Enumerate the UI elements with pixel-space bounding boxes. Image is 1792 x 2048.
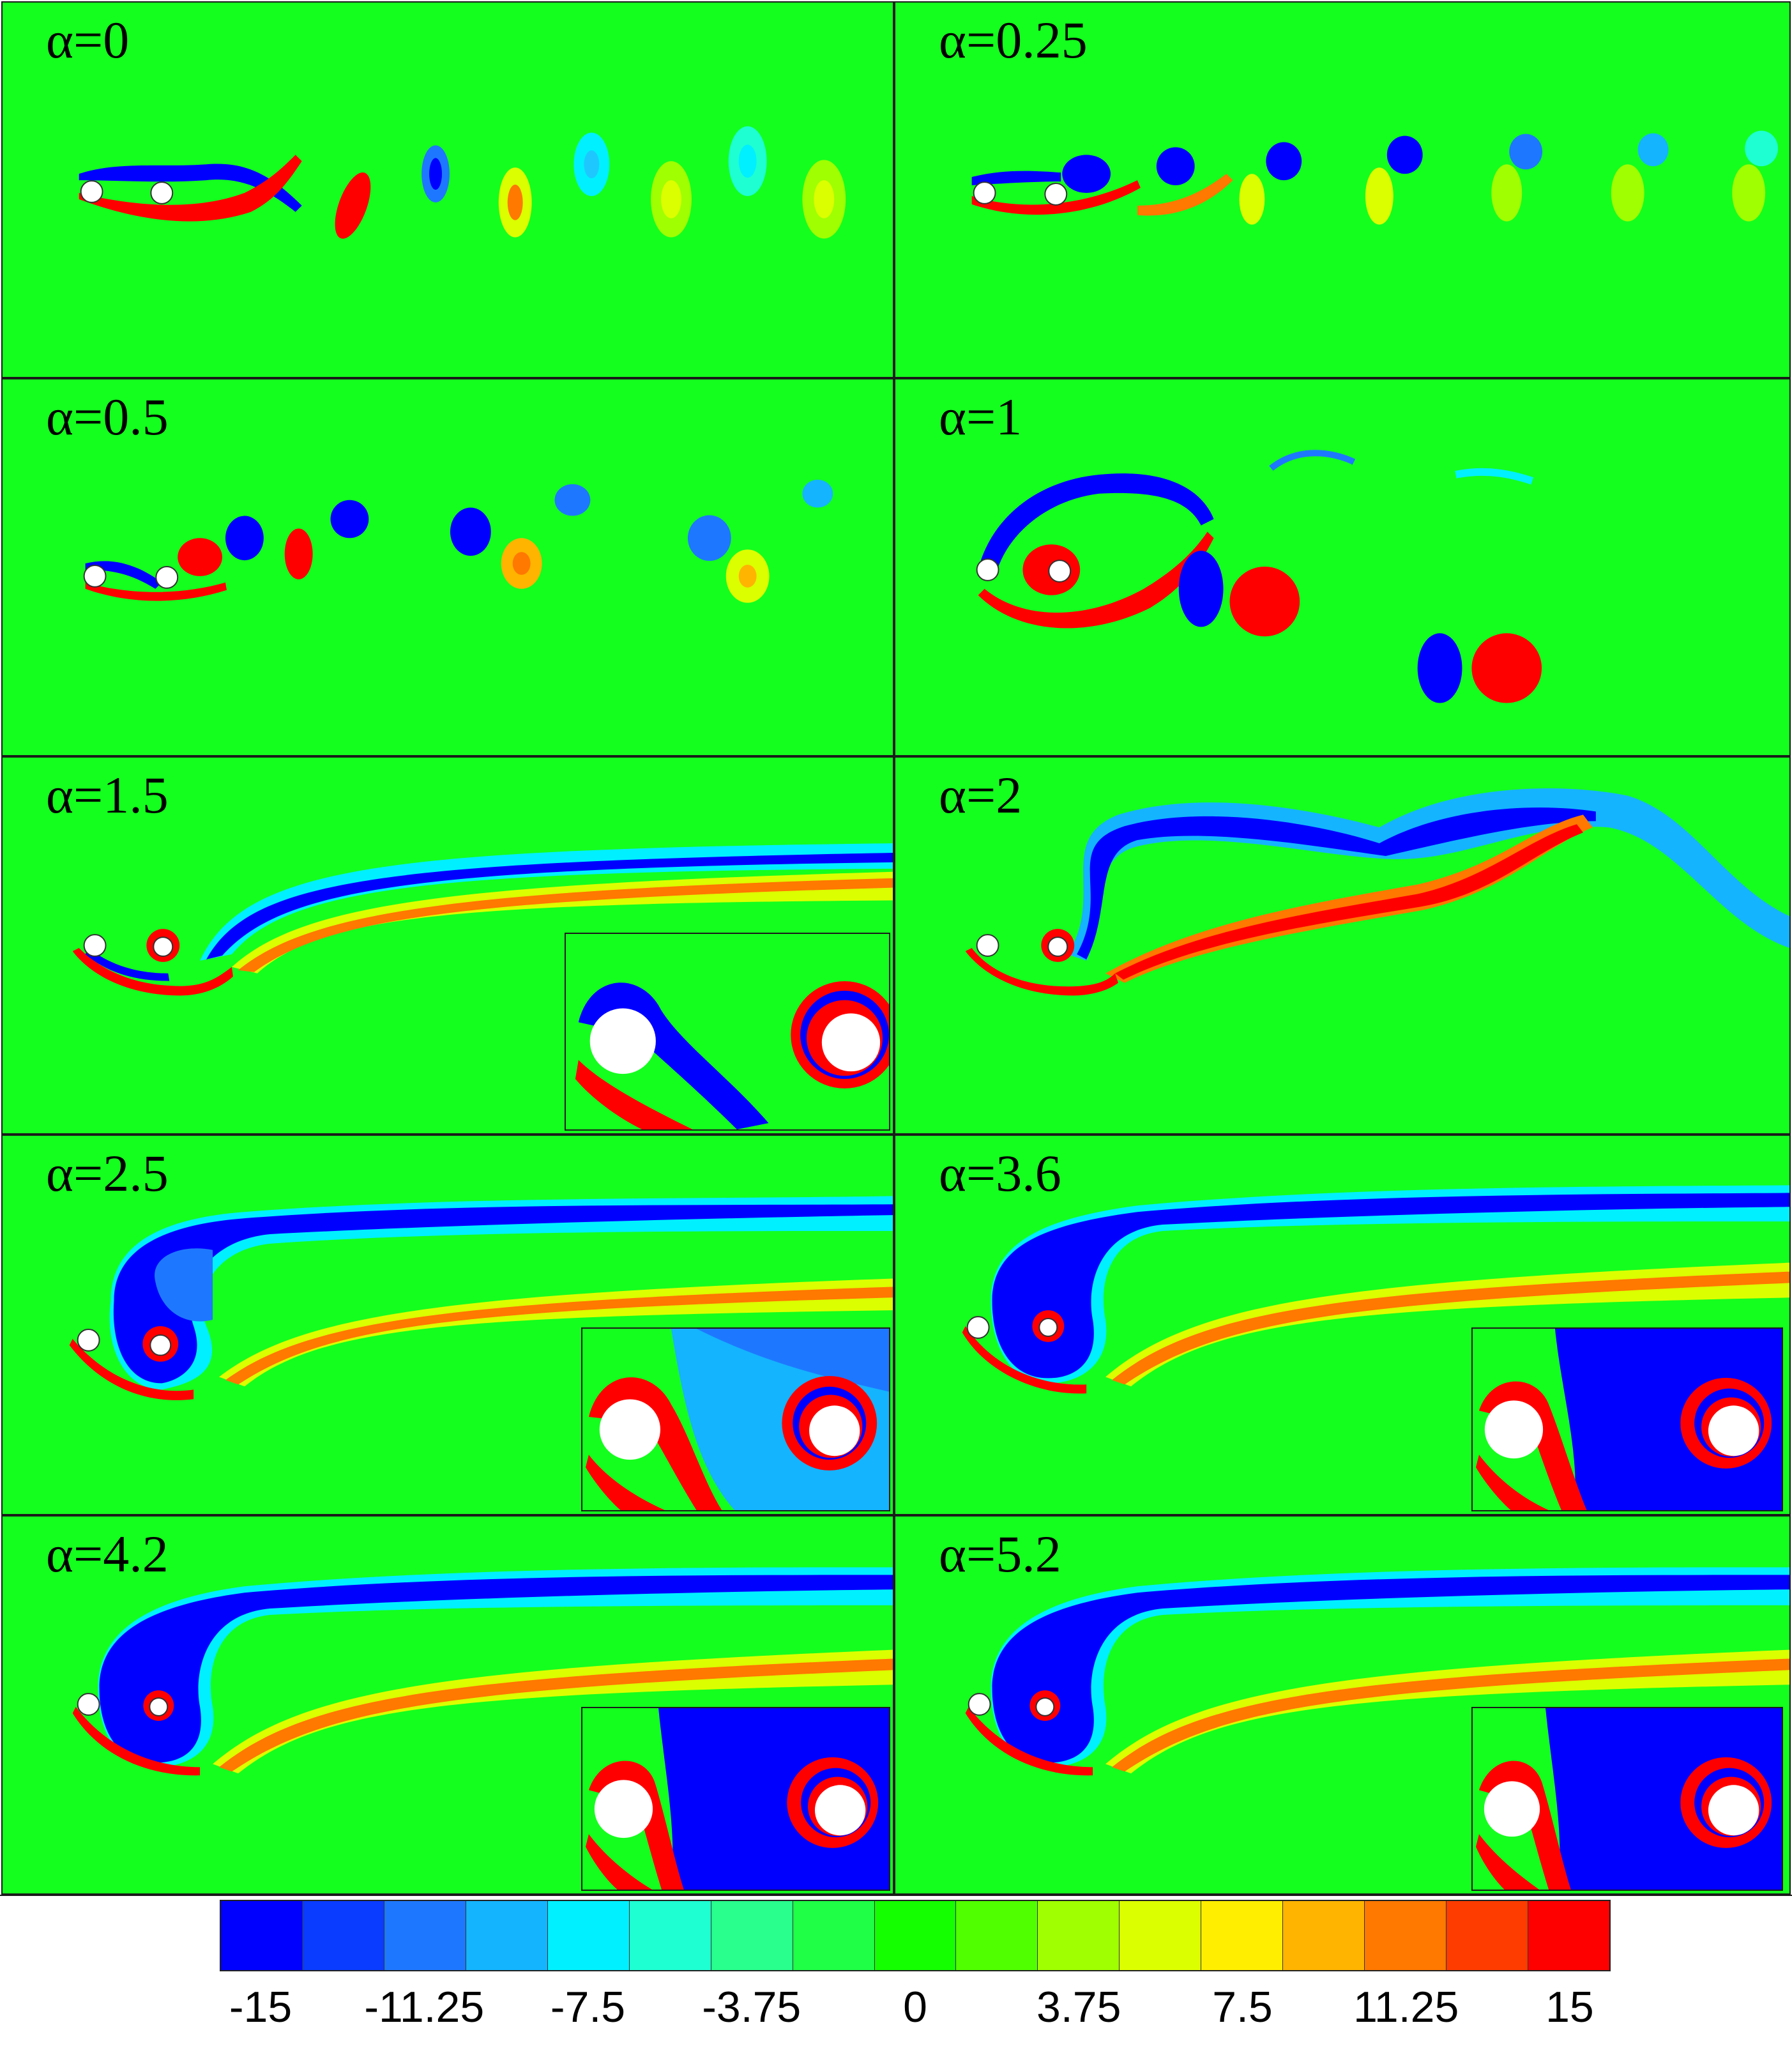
vorticity-field [895, 379, 1789, 755]
colorbar-level [629, 1901, 711, 1970]
zoom-inset [1471, 1327, 1783, 1511]
colorbar-level [1447, 1901, 1528, 1970]
colorbar-tick-label: -11.25 [364, 1983, 485, 2031]
colorbar-tick-label: -7.5 [550, 1983, 626, 2031]
vorticity-panels: α=0 α=0.25 [1, 1, 1791, 1895]
panel-alpha-2.5: α=2.5 [1, 1135, 894, 1515]
colorbar-level [384, 1901, 466, 1970]
inset-field [1473, 1329, 1782, 1510]
zoom-inset [581, 1327, 890, 1511]
vorticity-field [895, 758, 1789, 1133]
panel-alpha-0.5: α=0.5 [1, 378, 894, 756]
alpha-label: α=2 [939, 766, 1022, 824]
alpha-label: α=2.5 [46, 1144, 169, 1202]
colorbar-tick-label: 15 [1545, 1983, 1594, 2031]
alpha-label: α=3.6 [939, 1144, 1061, 1202]
panel-alpha-4.2: α=4.2 [1, 1515, 894, 1895]
colorbar-tick-label: 7.5 [1212, 1983, 1273, 2031]
panel-alpha-3.6: α=3.6 [894, 1135, 1791, 1515]
colorbar-level [793, 1901, 875, 1970]
colorbar-level [1038, 1901, 1120, 1970]
alpha-label: α=0.5 [46, 388, 169, 446]
vorticity-field [3, 3, 893, 377]
zoom-inset [1471, 1707, 1783, 1891]
alpha-label: α=5.2 [939, 1525, 1061, 1583]
colorbar-level [547, 1901, 630, 1970]
colorbar-level [1283, 1901, 1365, 1970]
colorbar-level [956, 1901, 1038, 1970]
inset-field [582, 1329, 889, 1510]
vorticity-field [895, 3, 1789, 377]
panel-alpha-0.25: α=0.25 [894, 1, 1791, 378]
colorbar-tick-label: -3.75 [702, 1983, 801, 2031]
zoom-inset [565, 933, 890, 1131]
colorbar-tick-label: -15 [229, 1983, 292, 2031]
alpha-label: α=0 [46, 11, 130, 69]
alpha-label: α=1 [939, 388, 1022, 446]
colorbar-level [466, 1901, 548, 1970]
vorticity-field [3, 379, 893, 755]
panel-alpha-1.5: α=1.5 [1, 756, 894, 1135]
inset-field [1473, 1708, 1782, 1890]
inset-field [582, 1708, 889, 1890]
colorbar-level [1120, 1901, 1202, 1970]
colorbar-level [711, 1901, 793, 1970]
panel-alpha-2: α=2 [894, 756, 1791, 1135]
zoom-inset [581, 1707, 890, 1891]
alpha-label: α=1.5 [46, 766, 169, 824]
colorbar-level [874, 1901, 957, 1970]
inset-field [566, 934, 889, 1129]
colorbar-tick-label: 11.25 [1353, 1983, 1459, 2031]
colorbar-level [302, 1901, 384, 1970]
panel-alpha-5.2: α=5.2 [894, 1515, 1791, 1895]
alpha-label: α=0.25 [939, 11, 1088, 69]
colorbar-level [1528, 1901, 1609, 1970]
colorbar [220, 1900, 1611, 1971]
panel-alpha-1: α=1 [894, 378, 1791, 756]
alpha-label: α=4.2 [46, 1525, 169, 1583]
colorbar-tick-label: 3.75 [1036, 1983, 1121, 2031]
panel-alpha-0: α=0 [1, 1, 894, 378]
colorbar-level [1365, 1901, 1447, 1970]
colorbar-tick-label: 0 [903, 1983, 927, 2031]
colorbar-level [221, 1901, 303, 1970]
colorbar-level [1201, 1901, 1284, 1970]
